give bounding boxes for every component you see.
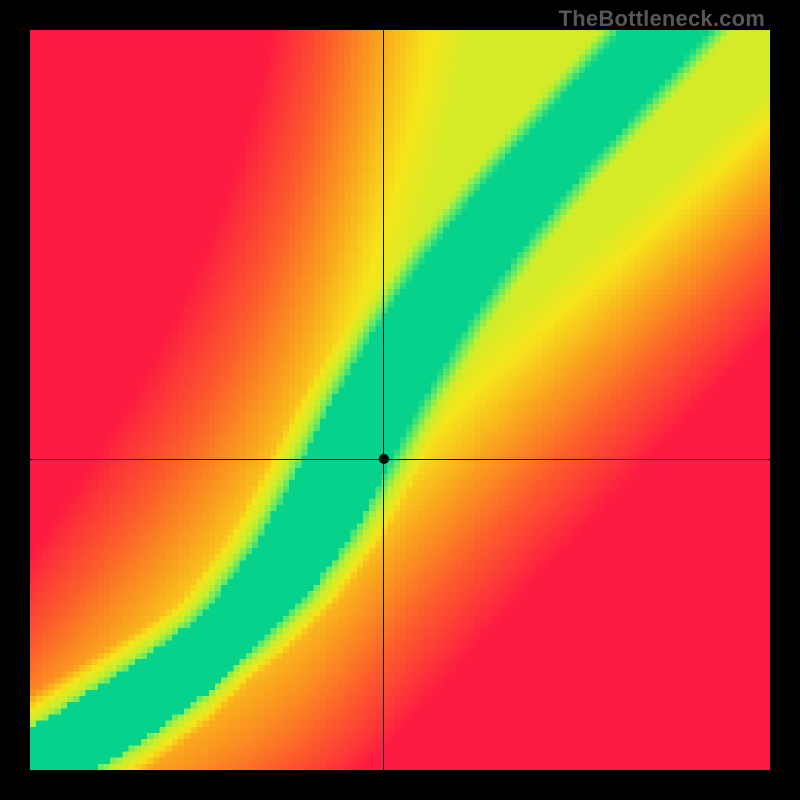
crosshair-vertical (383, 30, 384, 770)
bottleneck-heatmap (30, 30, 770, 770)
chart-container: { "watermark": { "text": "TheBottleneck.… (0, 0, 800, 800)
watermark-text: TheBottleneck.com (559, 6, 765, 32)
crosshair-horizontal (30, 459, 770, 460)
crosshair-marker (378, 453, 390, 465)
